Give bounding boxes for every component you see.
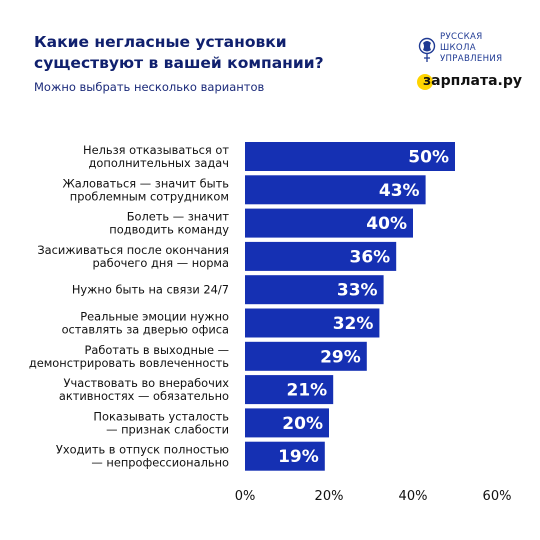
- rsu-logo: РУССКАЯ ШКОЛА УПРАВЛЕНИЯ: [418, 32, 518, 68]
- x-tick-label: 60%: [483, 489, 512, 504]
- category-label-line: рабочего дня — норма: [92, 256, 229, 270]
- category-label-line: Реальные эмоции нужно: [80, 310, 229, 324]
- bar: [245, 241, 397, 271]
- rsu-line: УПРАВЛЕНИЯ: [440, 54, 503, 64]
- value-label: 36%: [349, 247, 390, 267]
- category-label-line: — признак слабости: [106, 422, 229, 436]
- zarplata-dot-icon: [417, 74, 433, 90]
- x-tick-label: 20%: [315, 489, 344, 504]
- category-label-line: Уходить в отпуск полностью: [56, 443, 229, 457]
- value-label: 29%: [320, 347, 361, 367]
- x-tick-label: 40%: [399, 489, 428, 504]
- category-label: Показывать усталость — признак слабости: [93, 409, 229, 436]
- category-label: Нужно быть на связи 24/7: [72, 283, 229, 297]
- bar: [245, 375, 334, 405]
- value-label: 19%: [278, 447, 319, 467]
- category-label: Жаловаться — значит быть проблемным сотру…: [62, 176, 229, 203]
- value-label: 40%: [366, 214, 407, 234]
- bar: [245, 308, 380, 338]
- category-label: Работать в выходные — демонстрировать вов…: [29, 343, 229, 370]
- category-label: Нельзя отказываться от дополнительных зад…: [83, 143, 229, 170]
- category-label: Участвовать во внерабочих активностях — о…: [59, 376, 229, 403]
- value-label: 33%: [337, 281, 378, 301]
- bar: [245, 142, 455, 171]
- category-label: Болеть — значит подводить команду: [109, 210, 229, 237]
- rsu-line: РУССКАЯ: [440, 32, 483, 42]
- value-label: 20%: [282, 414, 323, 434]
- category-label-line: демонстрировать вовлеченность: [29, 356, 229, 370]
- category-label-line: Болеть — значит: [127, 210, 230, 224]
- bar: [245, 175, 426, 205]
- value-label: 43%: [379, 181, 420, 201]
- category-label-line: оставлять за дверью офиса: [62, 323, 229, 337]
- category-label: Засиживаться после окончания рабочего дня…: [37, 243, 229, 270]
- chart-subtitle: Можно выбрать несколько вариантов: [34, 80, 265, 94]
- category-label-line: Засиживаться после окончания: [37, 243, 229, 257]
- chart-title: Какие негласные установки существуют в в…: [34, 33, 324, 72]
- category-label-line: проблемным сотрудником: [70, 189, 229, 203]
- category-label-line: Жаловаться — значит быть: [62, 176, 229, 190]
- category-label: Уходить в отпуск полностью — непрофессион…: [56, 443, 229, 470]
- value-label: 50%: [408, 148, 449, 168]
- category-label-line: Нельзя отказываться от: [83, 143, 229, 157]
- category-label-line: — непрофессионально: [91, 456, 229, 470]
- bar: [245, 441, 325, 471]
- rsu-logo-text: РУССКАЯ ШКОЛА УПРАВЛЕНИЯ: [440, 32, 502, 65]
- category-label-line: Работать в выходные —: [84, 343, 229, 357]
- value-label: 32%: [333, 314, 374, 334]
- category-label-line: Нужно быть на связи 24/7: [72, 283, 229, 297]
- category-label-line: Показывать усталость: [93, 409, 229, 423]
- x-tick-label: 0%: [235, 489, 256, 504]
- rsu-emblem-icon: [418, 37, 436, 62]
- category-label-line: Участвовать во внерабочих: [64, 376, 230, 390]
- rsu-line: ШКОЛА: [440, 43, 476, 53]
- value-label: 21%: [286, 381, 327, 401]
- category-label-line: подводить команду: [109, 223, 229, 237]
- bar: [245, 408, 329, 438]
- category-label-line: дополнительных задач: [89, 156, 229, 170]
- zarplata-logo-text: зарплата.ру: [423, 73, 523, 89]
- category-label-line: активностях — обязательно: [59, 389, 229, 403]
- bar: [245, 275, 384, 305]
- bar: [245, 208, 413, 238]
- category-label: Реальные эмоции нужно оставлять за дверью…: [62, 310, 229, 337]
- bar: [245, 341, 367, 371]
